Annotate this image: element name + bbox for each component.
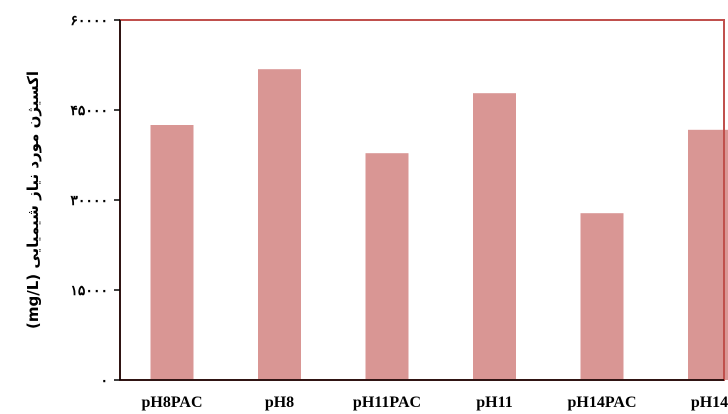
x-labels-group: pH8PAC pH8 pH11PAC pH11 pH14PAC pH14	[141, 394, 728, 411]
bars-group	[150, 69, 728, 380]
bar-pH14	[688, 129, 728, 380]
bar-pH8	[258, 69, 301, 380]
x-tick-label-pH11PAC: pH11PAC	[353, 394, 421, 411]
y-tick-label: ۳۰۰۰۰	[70, 193, 108, 209]
y-tick-label: ۶۰۰۰۰	[70, 13, 108, 29]
x-tick-label-pH14: pH14	[691, 394, 728, 411]
x-tick-label-pH8: pH8	[265, 394, 294, 411]
bar-pH11	[473, 93, 516, 380]
bar-pH8PAC	[150, 125, 194, 380]
y-ticks-group: ۰ ۱۵۰۰۰ ۳۰۰۰۰ ۴۵۰۰۰ ۶۰۰۰۰	[70, 13, 120, 389]
y-tick-label: ۰	[100, 373, 108, 389]
x-tick-label-pH14PAC: pH14PAC	[567, 394, 636, 411]
y-tick-label: ۴۵۰۰۰	[70, 103, 108, 119]
bar-pH11PAC	[365, 153, 409, 380]
bar-pH14PAC	[580, 213, 624, 380]
plot-area-frame	[119, 19, 725, 381]
y-tick-label: ۱۵۰۰۰	[70, 283, 108, 299]
x-tick-label-pH8PAC: pH8PAC	[141, 394, 202, 411]
x-tick-label-pH11: pH11	[476, 394, 512, 411]
y-axis-title: اکسیژن مورد نیاز شیمیایی (mg/L)	[24, 71, 42, 329]
